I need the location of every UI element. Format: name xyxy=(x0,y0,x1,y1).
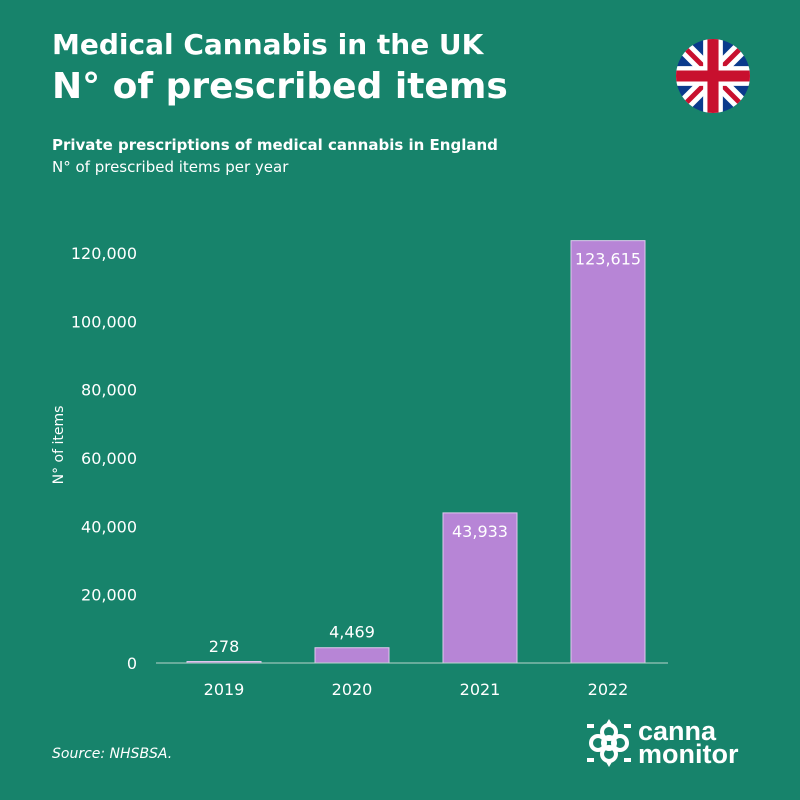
logo-line2: monitor xyxy=(638,739,739,769)
bar-2020 xyxy=(314,647,390,664)
header-subtitle: N° of prescribed items xyxy=(52,66,508,107)
y-axis-label: N° of items xyxy=(51,406,67,485)
canna-monitor-flower-icon xyxy=(587,719,631,767)
data-label: 123,615 xyxy=(575,250,641,269)
y-tick-label: 100,000 xyxy=(71,312,137,331)
data-label: 4,469 xyxy=(329,623,375,642)
data-label: 43,933 xyxy=(452,522,508,541)
bar-2022 xyxy=(570,240,646,664)
data-label: 278 xyxy=(209,637,240,656)
canna-monitor-logo: canna monitor xyxy=(586,718,739,768)
header-title: Medical Cannabis in the UK xyxy=(52,28,484,61)
y-tick-label: 80,000 xyxy=(81,381,137,400)
y-tick-label: 60,000 xyxy=(81,449,137,468)
x-tick-label: 2019 xyxy=(204,680,245,699)
x-tick-label: 2020 xyxy=(332,680,373,699)
chart-title: Private prescriptions of medical cannabi… xyxy=(52,136,498,154)
x-tick-label: 2021 xyxy=(460,680,501,699)
y-tick-label: 40,000 xyxy=(81,517,137,536)
y-tick-label: 0 xyxy=(127,654,137,673)
y-tick-label: 120,000 xyxy=(71,244,137,263)
logo-line1: canna xyxy=(638,716,717,746)
source-note: Source: NHSBSA. xyxy=(52,746,173,762)
uk-flag-icon xyxy=(676,39,750,113)
chart-subtitle: N° of prescribed items per year xyxy=(52,158,289,176)
x-tick-label: 2022 xyxy=(588,680,629,699)
y-tick-label: 20,000 xyxy=(81,586,137,605)
